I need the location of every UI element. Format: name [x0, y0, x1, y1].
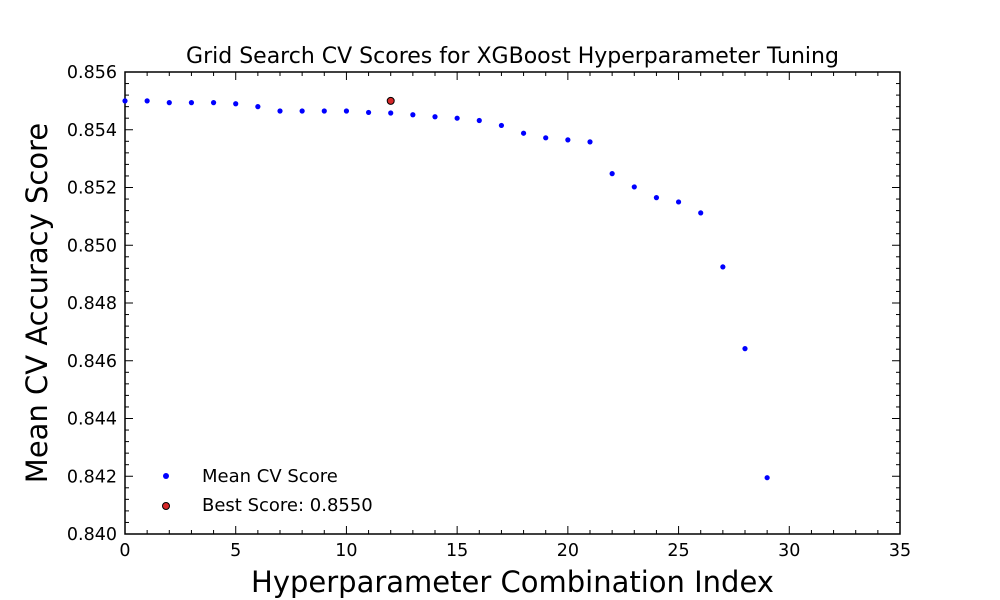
data-point-mean-cv-score: [432, 114, 438, 120]
data-point-mean-cv-score: [388, 110, 394, 116]
data-point-mean-cv-score: [277, 108, 283, 114]
data-point-mean-cv-score: [410, 112, 416, 118]
y-tick-label: 0.856: [67, 63, 117, 83]
y-tick-label: 0.852: [67, 179, 117, 199]
x-tick-label: 20: [557, 541, 579, 561]
y-tick-label: 0.848: [67, 294, 117, 314]
legend: Mean CV Score Best Score: 0.8550: [162, 466, 373, 516]
data-point-mean-cv-score: [255, 104, 261, 110]
data-point-mean-cv-score: [764, 475, 770, 481]
y-tick-label: 0.846: [67, 352, 117, 372]
data-point-mean-cv-score: [631, 184, 637, 190]
x-tick-label: 5: [230, 541, 241, 561]
legend-marker-best-score: [162, 502, 170, 510]
y-tick-label: 0.844: [67, 410, 117, 430]
x-axis-label: Hyperparameter Combination Index: [251, 565, 774, 599]
y-tick-label: 0.854: [67, 121, 117, 141]
data-point-mean-cv-score: [498, 122, 505, 129]
data-point-mean-cv-score: [653, 195, 660, 201]
data-points: [122, 96, 770, 481]
data-point-mean-cv-score: [476, 117, 482, 124]
data-point-mean-cv-score: [343, 108, 350, 114]
data-point-mean-cv-score: [587, 139, 593, 145]
legend-marker-mean-cv-score: [163, 473, 169, 479]
y-tick-label: 0.850: [67, 236, 117, 256]
data-point-mean-cv-score: [543, 135, 549, 141]
chart-title: Grid Search CV Scores for XGBoost Hyperp…: [186, 44, 839, 69]
data-point-mean-cv-score: [299, 108, 305, 114]
y-tick-label: 0.842: [67, 467, 117, 487]
legend-label-best-score: Best Score: 0.8550: [202, 495, 373, 516]
data-point-best-score: [386, 96, 395, 105]
x-tick-label: 25: [667, 541, 689, 561]
y-axis-label: Mean CV Accuracy Score: [20, 123, 54, 483]
data-point-mean-cv-score: [321, 108, 327, 114]
plot-area: [124, 71, 901, 535]
data-point-mean-cv-score: [233, 101, 239, 107]
data-point-mean-cv-score: [520, 130, 527, 136]
data-point-mean-cv-score: [454, 115, 460, 121]
y-tick-label: 0.840: [67, 525, 117, 545]
data-point-mean-cv-score: [742, 346, 748, 352]
data-point-mean-cv-score: [144, 98, 150, 104]
data-point-mean-cv-score: [720, 264, 726, 270]
data-point-mean-cv-score: [210, 100, 217, 106]
data-point-mean-cv-score: [122, 98, 128, 104]
data-point-mean-cv-score: [188, 100, 195, 106]
x-tick-label: 35: [889, 541, 911, 561]
x-tick-label: 30: [778, 541, 800, 561]
x-tick-label: 15: [446, 541, 468, 561]
data-point-mean-cv-score: [675, 199, 682, 205]
data-point-mean-cv-score: [609, 171, 615, 177]
axis-ticks: [124, 71, 901, 535]
data-point-mean-cv-score: [698, 210, 704, 216]
tick-labels: 0 5 10 15 20 25 30 35 0.840 0.842 0.844 0.846 0.848 0…: [67, 63, 911, 561]
x-tick-label: 10: [335, 541, 357, 561]
plot-frame: [124, 71, 901, 535]
legend-label-mean-cv-score: Mean CV Score: [202, 466, 338, 487]
data-point-mean-cv-score: [365, 109, 372, 116]
data-point-mean-cv-score: [565, 137, 571, 143]
x-tick-label: 0: [119, 541, 130, 561]
data-point-mean-cv-score: [166, 100, 172, 106]
